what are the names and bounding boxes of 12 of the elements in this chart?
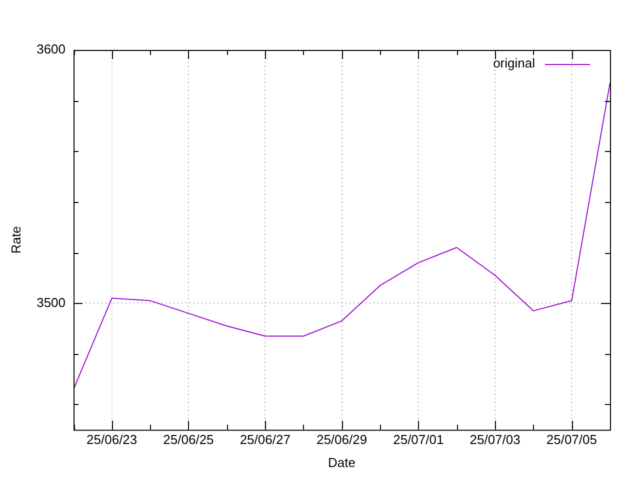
x-axis-title: Date bbox=[328, 454, 356, 470]
x-tick-label: 25/06/29 bbox=[316, 432, 368, 448]
x-tick-label: 25/07/03 bbox=[470, 432, 520, 448]
y-axis-title: Rate bbox=[8, 226, 24, 254]
text: original bbox=[493, 56, 536, 71]
x-tick-label: 25/07/01 bbox=[393, 432, 444, 448]
y-tick-label: 3500 bbox=[36, 294, 66, 310]
x-tick-label: 25/06/23 bbox=[86, 432, 138, 448]
y-tick-label: 3600 bbox=[36, 42, 66, 57]
x-tick-label: 25/06/25 bbox=[163, 432, 214, 448]
x-tick-label: 25/07/05 bbox=[546, 432, 597, 448]
x-tick-label: 25/06/27 bbox=[240, 432, 290, 448]
